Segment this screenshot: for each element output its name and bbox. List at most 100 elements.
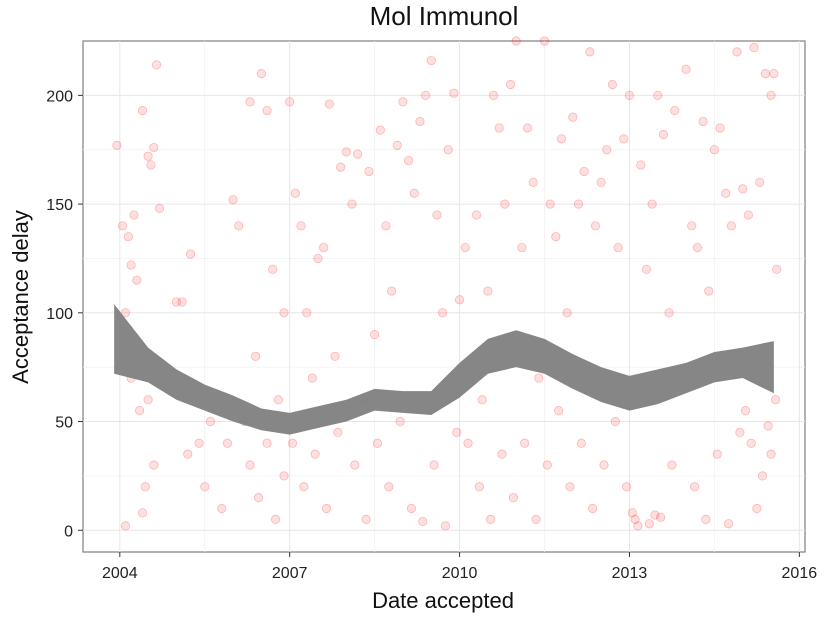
data-point: [701, 514, 711, 524]
data-point: [135, 406, 145, 416]
data-point: [542, 460, 552, 470]
data-point: [324, 99, 334, 109]
data-point: [200, 482, 210, 492]
data-point: [658, 129, 669, 140]
data-point: [709, 145, 719, 155]
data-point: [149, 460, 159, 470]
data-point: [185, 249, 196, 259]
data-point: [576, 438, 586, 448]
data-point: [483, 286, 493, 296]
data-point: [273, 395, 283, 405]
data-point: [477, 395, 487, 405]
data-point: [556, 134, 567, 144]
data-point: [562, 308, 572, 318]
data-point: [500, 199, 510, 209]
data-point: [409, 188, 419, 198]
data-point: [251, 351, 261, 361]
data-point: [732, 47, 742, 57]
data-point: [770, 395, 781, 405]
data-point: [302, 308, 312, 318]
data-point: [681, 64, 691, 74]
data-point: [508, 493, 518, 503]
data-point: [746, 438, 756, 448]
data-point: [319, 242, 329, 253]
data-point: [171, 297, 182, 307]
data-point: [432, 210, 442, 220]
data-point: [137, 105, 148, 116]
data-point: [712, 449, 722, 459]
y-axis-ticks: 0 50 100 150 200: [46, 88, 73, 540]
data-point: [307, 373, 317, 383]
data-point: [565, 482, 575, 492]
data-point: [268, 264, 278, 274]
data-point: [627, 508, 637, 518]
data-point: [599, 460, 609, 470]
data-point: [528, 177, 538, 187]
data-point: [545, 199, 555, 209]
data-point: [262, 438, 272, 448]
data-point: [687, 221, 697, 231]
data-point: [392, 140, 402, 150]
data-point: [568, 112, 578, 122]
data-point: [426, 55, 436, 66]
data-point: [154, 203, 165, 214]
data-point: [554, 406, 564, 416]
plot-panel: [82, 40, 806, 553]
data-point: [755, 177, 765, 187]
data-point: [384, 482, 394, 492]
data-point: [650, 510, 660, 520]
y-tick-label: 150: [46, 197, 73, 214]
data-point: [704, 286, 714, 296]
data-point: [573, 199, 584, 209]
data-point: [299, 482, 309, 492]
data-point: [183, 449, 193, 459]
data-point: [429, 460, 439, 470]
data-point: [420, 90, 431, 100]
data-point: [749, 42, 759, 53]
data-point: [245, 97, 255, 107]
data-point: [137, 508, 148, 518]
data-point: [624, 90, 635, 100]
data-point: [353, 149, 363, 159]
data-point: [449, 88, 459, 98]
data-point: [772, 264, 782, 274]
data-point: [279, 308, 289, 318]
data-point: [330, 351, 340, 361]
data-point: [290, 188, 300, 198]
data-point: [132, 275, 142, 285]
x-tick-label: 2007: [272, 565, 308, 582]
data-point: [607, 79, 618, 90]
grid-lines: [83, 41, 805, 552]
data-point: [622, 482, 632, 492]
data-point: [149, 142, 159, 153]
data-point: [588, 503, 598, 514]
data-point: [372, 438, 383, 448]
data-point: [177, 297, 187, 307]
data-point: [488, 90, 499, 100]
data-point: [644, 519, 654, 529]
data-point: [341, 147, 351, 157]
data-point: [279, 471, 289, 481]
data-point: [262, 105, 272, 116]
data-point: [689, 482, 700, 492]
data-point: [313, 253, 323, 264]
data-point: [740, 406, 751, 416]
data-point: [585, 47, 595, 57]
data-point: [270, 514, 281, 524]
data-point: [415, 116, 425, 127]
data-point: [460, 242, 470, 253]
y-tick-label: 50: [55, 415, 73, 432]
data-point: [633, 521, 643, 531]
y-tick-label: 0: [64, 523, 73, 540]
data-point: [256, 69, 266, 79]
data-point: [735, 427, 745, 438]
data-point: [126, 260, 136, 270]
data-point: [664, 308, 674, 318]
data-point: [757, 471, 768, 481]
data-point: [321, 503, 332, 514]
data-point: [296, 221, 306, 231]
data-point: [234, 221, 244, 231]
data-point: [120, 308, 131, 318]
data-point: [647, 199, 657, 209]
x-axis-title: Date accepted: [372, 588, 514, 613]
